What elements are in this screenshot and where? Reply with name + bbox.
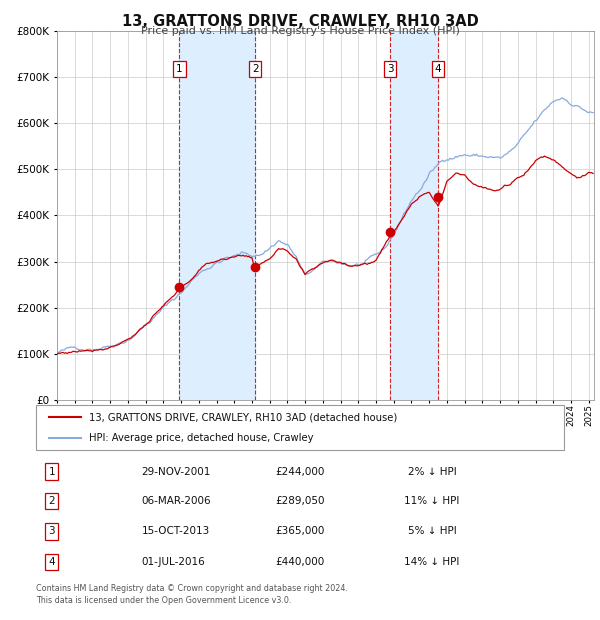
- Text: 01-JUL-2016: 01-JUL-2016: [142, 557, 205, 567]
- Text: £365,000: £365,000: [275, 526, 325, 536]
- Text: HPI: Average price, detached house, Crawley: HPI: Average price, detached house, Craw…: [89, 433, 313, 443]
- Text: Price paid vs. HM Land Registry's House Price Index (HPI): Price paid vs. HM Land Registry's House …: [140, 26, 460, 36]
- Text: 3: 3: [386, 64, 394, 74]
- Text: 1: 1: [176, 64, 183, 74]
- Text: 14% ↓ HPI: 14% ↓ HPI: [404, 557, 460, 567]
- Text: 2: 2: [252, 64, 259, 74]
- Text: 2: 2: [49, 496, 55, 506]
- Text: £440,000: £440,000: [275, 557, 325, 567]
- Text: 4: 4: [49, 557, 55, 567]
- Text: 13, GRATTONS DRIVE, CRAWLEY, RH10 3AD (detached house): 13, GRATTONS DRIVE, CRAWLEY, RH10 3AD (d…: [89, 412, 397, 422]
- Text: 15-OCT-2013: 15-OCT-2013: [142, 526, 210, 536]
- Text: Contains HM Land Registry data © Crown copyright and database right 2024.
This d: Contains HM Land Registry data © Crown c…: [36, 584, 348, 605]
- Text: 13, GRATTONS DRIVE, CRAWLEY, RH10 3AD: 13, GRATTONS DRIVE, CRAWLEY, RH10 3AD: [122, 14, 478, 29]
- Text: 1: 1: [49, 467, 55, 477]
- Text: 29-NOV-2001: 29-NOV-2001: [142, 467, 211, 477]
- Text: 11% ↓ HPI: 11% ↓ HPI: [404, 496, 460, 506]
- Bar: [390, 31, 438, 400]
- Text: £289,050: £289,050: [275, 496, 325, 506]
- Text: 06-MAR-2006: 06-MAR-2006: [142, 496, 211, 506]
- Text: 5% ↓ HPI: 5% ↓ HPI: [407, 526, 457, 536]
- Text: 2% ↓ HPI: 2% ↓ HPI: [407, 467, 457, 477]
- Text: £244,000: £244,000: [275, 467, 325, 477]
- Text: 3: 3: [49, 526, 55, 536]
- Bar: [179, 31, 255, 400]
- Text: 4: 4: [435, 64, 442, 74]
